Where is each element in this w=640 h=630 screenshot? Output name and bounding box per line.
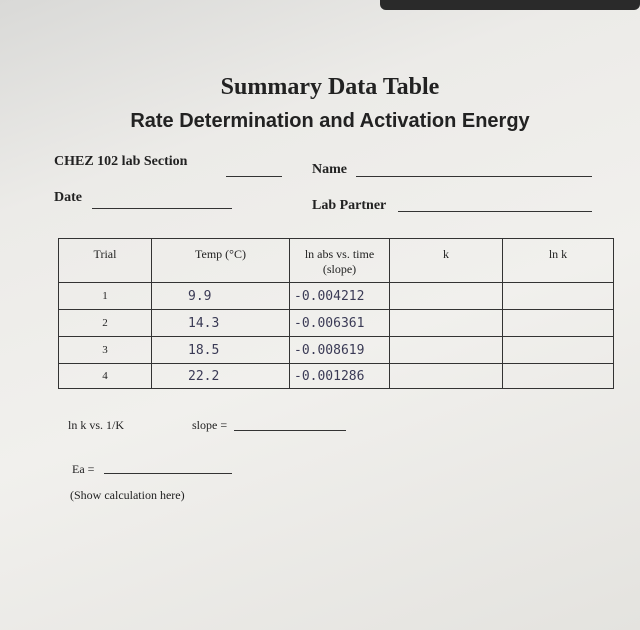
title: Summary Data Table (220, 74, 440, 100)
lnk-cell (502, 309, 614, 337)
calculation-note: (Show calculation here) (70, 488, 185, 502)
slope-cell: -0.001286 (289, 363, 390, 389)
slope-cell: -0.008619 (289, 336, 390, 364)
lnk-cell (502, 363, 614, 389)
ea-label: Ea = (72, 462, 95, 476)
slope-label: slope = (192, 418, 228, 432)
header-cell: Trial (58, 238, 152, 283)
partner-line (398, 211, 592, 212)
trial-cell: 1 (58, 282, 152, 310)
name-line (356, 176, 592, 177)
header-cell: Temp (°C) (151, 238, 290, 283)
partner-label: Lab Partner (312, 198, 387, 213)
temp-cell: 22.2 (151, 363, 290, 389)
k-cell (389, 282, 503, 310)
slope-cell: -0.006361 (289, 309, 390, 337)
trial-cell: 3 (58, 336, 152, 364)
date-line (92, 208, 232, 209)
lnk-cell (502, 282, 614, 310)
temp-cell: 14.3 (151, 309, 290, 337)
clip-edge (380, 0, 640, 10)
k-cell (389, 336, 503, 364)
temp-cell: 9.9 (151, 282, 290, 310)
trial-cell: 2 (58, 309, 152, 337)
section-label: CHEZ 102 lab Section (54, 154, 188, 169)
temp-cell: 18.5 (151, 336, 290, 364)
header-cell: ln abs vs. time (slope) (289, 238, 390, 283)
section-line (226, 176, 282, 177)
ea-line (104, 473, 232, 474)
header-cell: k (389, 238, 503, 283)
plot-label: ln k vs. 1/K (68, 418, 125, 432)
header-cell: ln k (502, 238, 614, 283)
slope-line (234, 430, 346, 431)
data-table: Trial Temp (°C) ln abs vs. time (slope) … (58, 238, 614, 389)
trial-cell: 4 (58, 363, 152, 389)
subtitle: Rate Determination and Activation Energy (130, 110, 530, 132)
k-cell (389, 309, 503, 337)
name-label: Name (312, 162, 347, 177)
slope-cell: -0.004212 (289, 282, 390, 310)
date-label: Date (54, 190, 82, 205)
lnk-cell (502, 336, 614, 364)
k-cell (389, 363, 503, 389)
